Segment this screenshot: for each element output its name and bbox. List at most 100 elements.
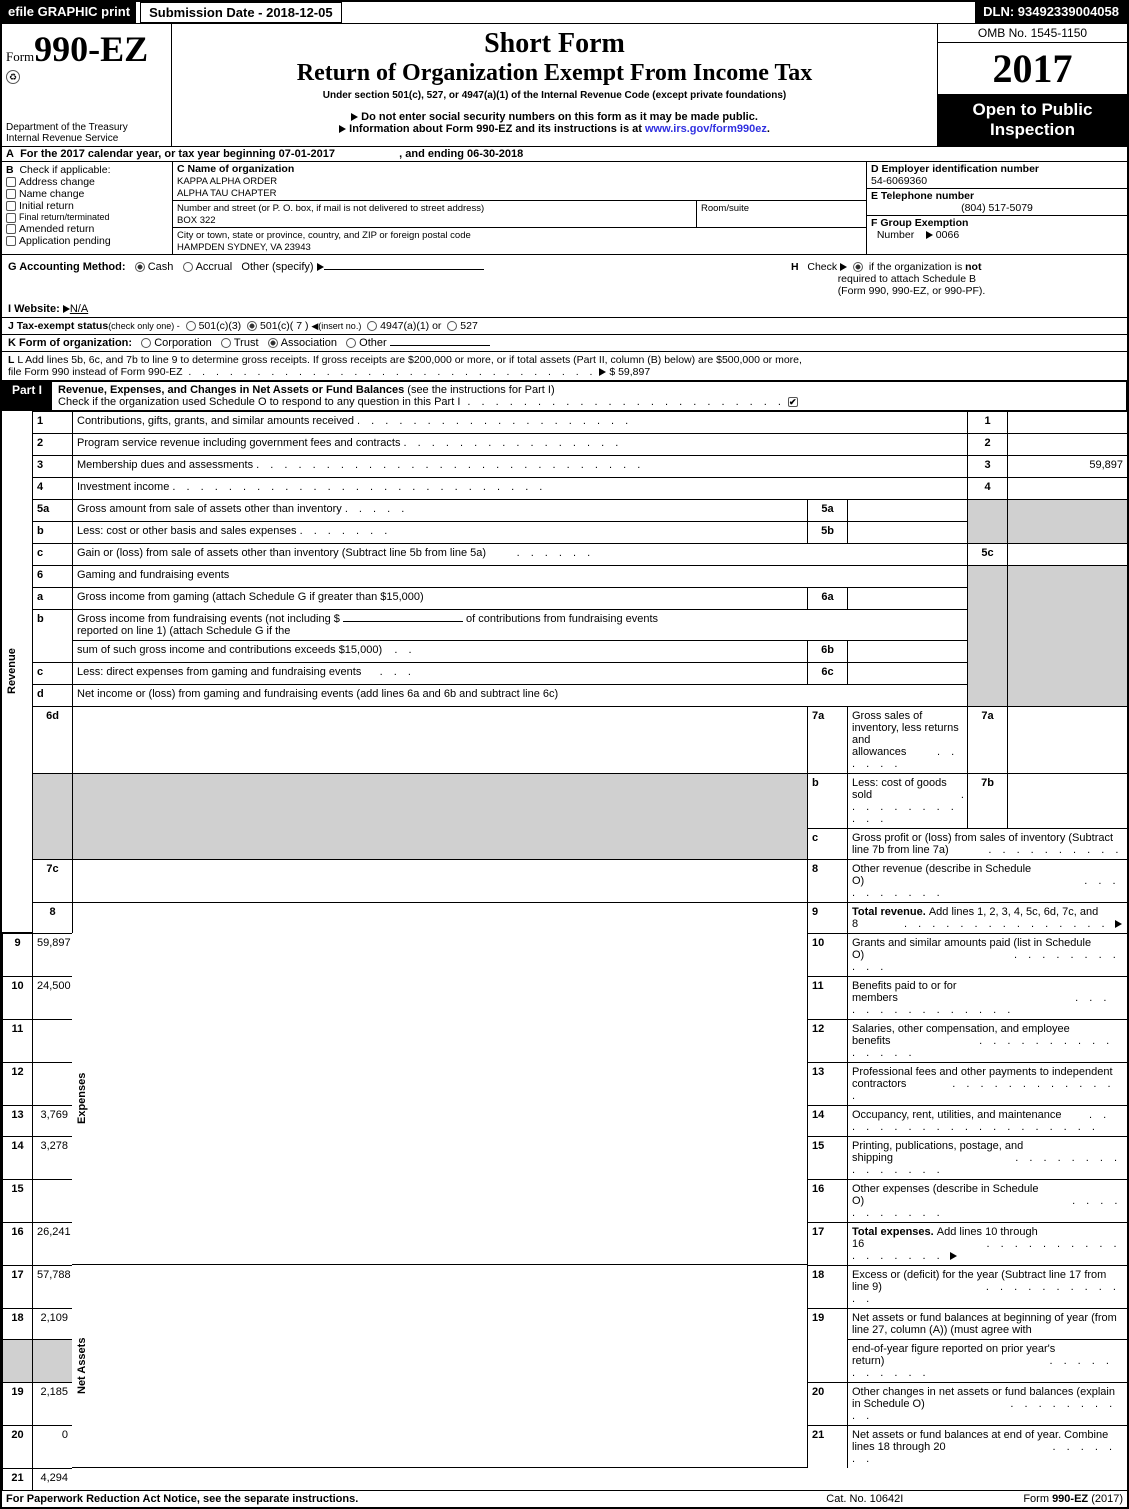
ln-11-box: 11 xyxy=(2,1019,32,1062)
ln-16-desc: Other expenses (describe in Schedule O) … xyxy=(847,1179,1127,1222)
form-page: efile GRAPHIC print Submission Date - 20… xyxy=(0,0,1129,1509)
ln-5a-no: 5a xyxy=(32,499,72,521)
header-right: OMB No. 1545-1150 2017 Open to Public In… xyxy=(937,24,1127,146)
fundraising-amount-input[interactable] xyxy=(343,621,463,622)
ln-17-box: 17 xyxy=(2,1265,32,1308)
city-label: City or town, state or province, country… xyxy=(177,230,471,241)
ln-4-box: 4 xyxy=(967,477,1007,499)
line-a-end: , and ending 06-30-2018 xyxy=(399,148,523,160)
gray-5b xyxy=(1007,499,1127,543)
opt-initial: Initial return xyxy=(19,200,74,212)
l-text1: L Add lines 5b, 6c, and 7b to line 9 to … xyxy=(17,354,802,366)
radio-assoc[interactable] xyxy=(268,338,278,348)
ln-8-box: 8 xyxy=(32,902,72,933)
radio-cash[interactable] xyxy=(135,262,145,272)
part1-check: Check if the organization used Schedule … xyxy=(58,396,460,408)
radio-527[interactable] xyxy=(447,321,457,331)
ln-19-amt: 2,185 xyxy=(32,1382,72,1425)
ln-2-no: 2 xyxy=(32,433,72,455)
chk-pending[interactable] xyxy=(6,236,16,246)
opt-4947: 4947(a)(1) or xyxy=(380,320,441,332)
ln-1-box: 1 xyxy=(967,411,1007,433)
other-org-input[interactable] xyxy=(390,345,490,346)
opt-527: 527 xyxy=(460,320,478,332)
ln-16-no: 16 xyxy=(807,1179,847,1222)
j-line: J Tax-exempt status(check only one) - 50… xyxy=(2,317,1127,334)
ln-5c-no: c xyxy=(32,543,72,565)
opt-name: Name change xyxy=(19,188,84,200)
gray-7f xyxy=(72,773,807,859)
ln-14-no: 14 xyxy=(807,1105,847,1136)
open-inspection-badge: Open to Public Inspection xyxy=(938,94,1127,146)
ln-18-amt: 2,109 xyxy=(32,1308,72,1339)
ln-10-box: 10 xyxy=(2,976,32,1019)
other-specify-input[interactable] xyxy=(324,269,484,270)
c-street-cell: Number and street (or P. O. box, if mail… xyxy=(173,201,866,228)
footer-catno: Cat. No. 10642I xyxy=(826,1493,903,1505)
radio-501c[interactable] xyxy=(247,321,257,331)
chk-name-change[interactable] xyxy=(6,189,16,199)
ln-13-box: 13 xyxy=(2,1105,32,1136)
city-value: HAMPDEN SYDNEY, VA 23943 xyxy=(177,242,311,253)
ln-3-box: 3 xyxy=(967,455,1007,477)
opt-corp: Corporation xyxy=(154,337,211,349)
ln-11-desc: Benefits paid to or for members . . . . … xyxy=(847,976,1127,1019)
do-not-line: Do not enter social security numbers on … xyxy=(180,111,929,123)
ln-16-box: 16 xyxy=(2,1222,32,1265)
line-a-begin: For the 2017 calendar year, or tax year … xyxy=(20,148,335,160)
gray-7e xyxy=(32,773,72,859)
footer-right: Form 990-EZ (2017) xyxy=(1023,1493,1123,1505)
dept-line2: Internal Revenue Service xyxy=(6,133,167,144)
website-value: N/A xyxy=(70,303,88,315)
opt-trust: Trust xyxy=(234,337,259,349)
radio-501c3[interactable] xyxy=(186,321,196,331)
opt-assoc: Association xyxy=(281,337,337,349)
ln-15-amt xyxy=(32,1179,72,1222)
chk-address-change[interactable] xyxy=(6,177,16,187)
ln-3-amt: 59,897 xyxy=(1007,455,1127,477)
radio-corp[interactable] xyxy=(141,338,151,348)
ln-6c-midamt xyxy=(847,662,967,684)
opt-501c3: 501(c)(3) xyxy=(199,320,242,332)
opt-accrual: Accrual xyxy=(196,261,233,273)
radio-other-org[interactable] xyxy=(346,338,356,348)
gray-5 xyxy=(967,499,1007,543)
j-tail: (check only one) - xyxy=(108,321,180,331)
triangle-icon xyxy=(926,231,933,239)
radio-accrual[interactable] xyxy=(183,262,193,272)
ln-21-no: 21 xyxy=(807,1425,847,1468)
ln-21-desc: Net assets or fund balances at end of ye… xyxy=(847,1425,1127,1468)
irs-link[interactable]: www.irs.gov/form990ez xyxy=(645,123,767,135)
radio-4947[interactable] xyxy=(367,321,377,331)
chk-amended[interactable] xyxy=(6,224,16,234)
radio-trust[interactable] xyxy=(221,338,231,348)
d-label: D Employer identification number xyxy=(871,163,1039,175)
chk-schedule-o[interactable] xyxy=(788,397,798,407)
ln-9-desc: Total revenue. Add lines 1, 2, 3, 4, 5c,… xyxy=(847,902,1127,933)
gray-6f xyxy=(1007,565,1127,706)
h-text2: required to attach Schedule B xyxy=(838,273,976,285)
ln-9-box: 9 xyxy=(2,933,32,976)
g-line: G Accounting Method: Cash Accrual Other … xyxy=(8,261,484,297)
info-line: Information about Form 990-EZ and its in… xyxy=(180,123,929,135)
e-cell: E Telephone number (804) 517-5079 xyxy=(867,189,1127,216)
ln-9-amt: 59,897 xyxy=(32,933,72,976)
ln-6a-no: a xyxy=(32,587,72,609)
tax-year: 2017 xyxy=(938,43,1127,94)
ln-1-amt xyxy=(1007,411,1127,433)
ln-20-no: 20 xyxy=(807,1382,847,1425)
ln-2-desc: Program service revenue including govern… xyxy=(72,433,967,455)
triangle-icon xyxy=(63,305,70,313)
ln-6b-desc1: Gross income from fundraising events (no… xyxy=(72,609,967,640)
ln-6b-midamt xyxy=(847,640,967,662)
info-pre: Information about Form 990-EZ and its in… xyxy=(349,123,645,135)
chk-initial-return[interactable] xyxy=(6,201,16,211)
ln-19-desc2: end-of-year figure reported on prior yea… xyxy=(847,1339,1127,1382)
chk-final-return[interactable] xyxy=(6,213,16,223)
g-label: G Accounting Method: xyxy=(8,261,126,273)
street-value: BOX 322 xyxy=(177,215,216,226)
chk-schedule-b[interactable] xyxy=(853,262,863,272)
gray-19f xyxy=(32,1339,72,1382)
efile-badge: efile GRAPHIC print xyxy=(2,2,136,23)
ln-5b-no: b xyxy=(32,521,72,543)
